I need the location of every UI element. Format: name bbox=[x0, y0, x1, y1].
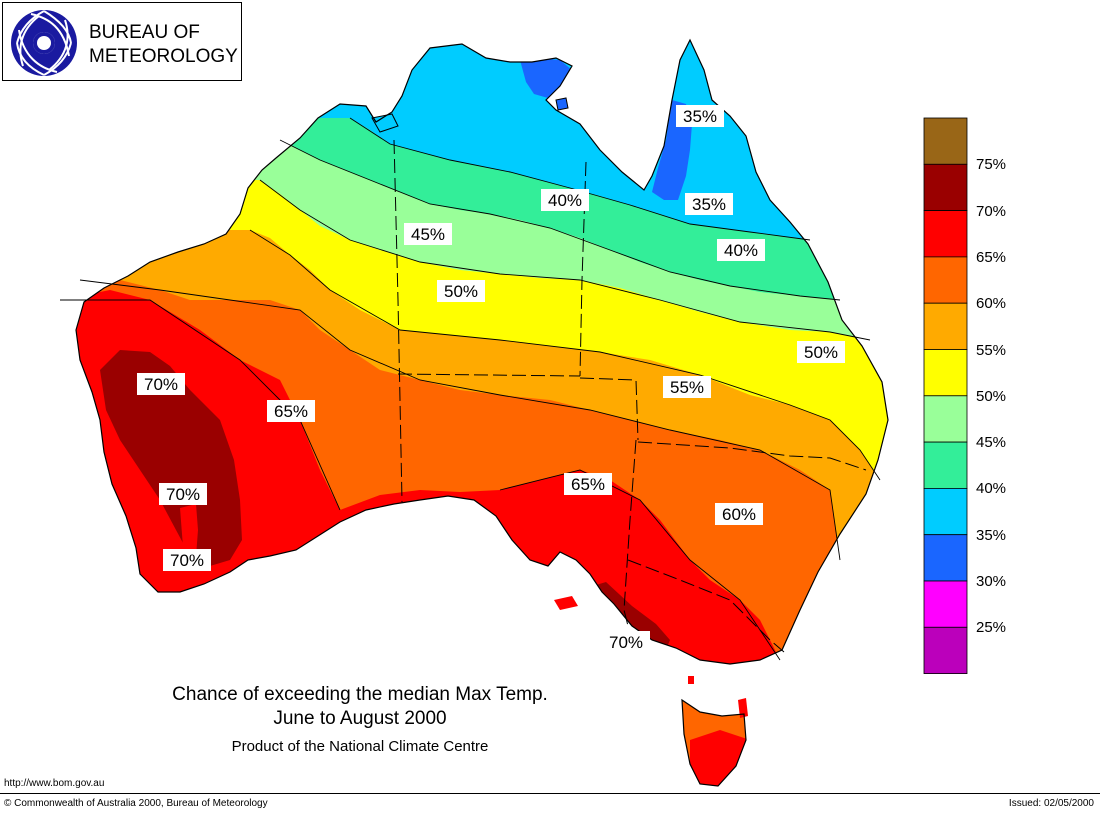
legend-swatch bbox=[923, 580, 968, 628]
legend-swatch bbox=[923, 256, 968, 304]
legend-swatch bbox=[923, 534, 968, 582]
bom-logo: BUREAU OF METEOROLOGY bbox=[2, 2, 242, 81]
contour-label-text: 60% bbox=[722, 505, 756, 524]
contour-label: 65% bbox=[564, 473, 612, 495]
island-kangaroo bbox=[554, 596, 578, 610]
contour-label: 50% bbox=[797, 341, 845, 363]
contour-label: 55% bbox=[663, 376, 711, 398]
legend-label: 70% bbox=[976, 203, 1007, 220]
legend-swatches bbox=[923, 117, 968, 674]
island-groote bbox=[555, 97, 569, 111]
legend-label: 60% bbox=[976, 295, 1007, 312]
footer-divider bbox=[0, 793, 1100, 794]
contour-label-text: 45% bbox=[411, 225, 445, 244]
copyright-text: © Commonwealth of Australia 2000, Bureau… bbox=[4, 798, 268, 809]
contour-label-text: 70% bbox=[144, 375, 178, 394]
island-king bbox=[688, 676, 694, 684]
contour-label: 65% bbox=[267, 400, 315, 422]
legend-label: 30% bbox=[976, 573, 1007, 590]
website-link[interactable]: http://www.bom.gov.au bbox=[4, 778, 105, 789]
border-qld-sa bbox=[579, 377, 639, 441]
legend-label: 50% bbox=[976, 388, 1007, 405]
legend-label: 35% bbox=[976, 527, 1007, 544]
legend-swatch bbox=[923, 302, 968, 350]
contour-label-text: 35% bbox=[692, 195, 726, 214]
island-flinders bbox=[738, 698, 748, 718]
contour-label-text: 55% bbox=[670, 378, 704, 397]
legend-label: 40% bbox=[976, 480, 1007, 497]
map-period: June to August 2000 bbox=[273, 708, 447, 729]
legend-swatch bbox=[923, 210, 968, 258]
contour-label-text: 35% bbox=[683, 107, 717, 126]
border-nt-sa bbox=[397, 373, 581, 377]
logo-line-1: BUREAU OF bbox=[89, 22, 200, 43]
border-nsw-vic bbox=[627, 559, 785, 653]
contour-label-text: 40% bbox=[548, 191, 582, 210]
contour-label-text: 65% bbox=[571, 475, 605, 494]
border-wa bbox=[393, 139, 403, 503]
border-qld-nsw bbox=[637, 441, 867, 471]
contour-label-text: 70% bbox=[166, 485, 200, 504]
band-70-wa bbox=[100, 350, 242, 566]
legend-swatch bbox=[923, 487, 968, 536]
legend-label: 75% bbox=[976, 156, 1007, 173]
legend-label: 55% bbox=[976, 342, 1007, 359]
contour-label-text: 40% bbox=[724, 241, 758, 260]
map-product-credit: Product of the National Climate Centre bbox=[231, 738, 489, 755]
contour-label: 40% bbox=[541, 189, 589, 211]
contour-label-text: 50% bbox=[444, 282, 478, 301]
border-sa-vic bbox=[623, 439, 637, 627]
legend-swatch bbox=[923, 349, 968, 397]
contour-label: 60% bbox=[715, 503, 763, 525]
legend-label: 25% bbox=[976, 619, 1007, 636]
contour-label: 70% bbox=[159, 483, 207, 505]
legend-label: 45% bbox=[976, 434, 1007, 451]
contour-labels: 35% 35% 40% 40% 45% 50% 50% 55% 70% 65% 70% 70% 65% 6… bbox=[137, 105, 845, 653]
contour-lines bbox=[60, 117, 881, 661]
contour-label: 70% bbox=[137, 373, 185, 395]
contour-label-text: 70% bbox=[170, 551, 204, 570]
contour-label-text: 70% bbox=[609, 633, 643, 652]
legend-swatch bbox=[923, 441, 968, 489]
band-30-gulf bbox=[520, 58, 572, 98]
legend-swatch bbox=[923, 626, 968, 674]
contour-label-text: 65% bbox=[274, 402, 308, 421]
island-tiwi bbox=[371, 113, 399, 133]
contour-label: 40% bbox=[717, 239, 765, 261]
contour-label-text: 50% bbox=[804, 343, 838, 362]
contour-label: 35% bbox=[676, 105, 724, 127]
legend-swatch bbox=[923, 395, 968, 443]
contour-label: 70% bbox=[602, 631, 650, 653]
contour-label: 50% bbox=[437, 280, 485, 302]
contour-label: 45% bbox=[404, 223, 452, 245]
band-65-wa-inner bbox=[180, 504, 198, 560]
map-title: Chance of exceeding the median Max Temp. bbox=[172, 684, 548, 705]
bom-emblem-icon bbox=[11, 10, 77, 76]
legend-swatch bbox=[923, 163, 968, 212]
legend-label: 65% bbox=[976, 249, 1007, 266]
issued-date: Issued: 02/05/2000 bbox=[1008, 798, 1094, 809]
logo-line-2: METEOROLOGY bbox=[89, 46, 238, 67]
contour-label: 35% bbox=[685, 193, 733, 215]
contour-label: 70% bbox=[163, 549, 211, 571]
legend-swatch bbox=[923, 117, 968, 165]
